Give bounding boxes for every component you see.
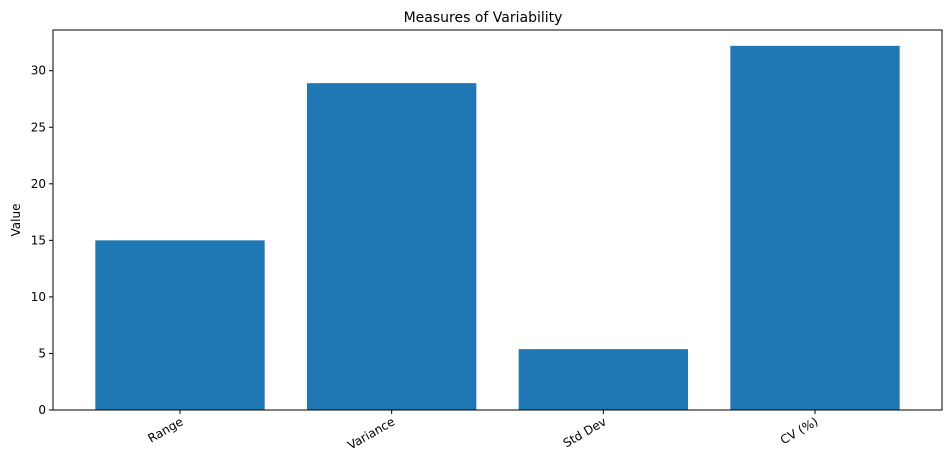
x-axis-ticks: Range Variance Std Dev CV (%) (146, 410, 821, 453)
bar-std-dev (518, 349, 688, 410)
y-axis-label: Value (9, 204, 23, 237)
y-axis-ticks: 0 5 10 15 20 25 30 (31, 64, 53, 417)
bars (95, 45, 900, 411)
plot-frame (52, 29, 943, 411)
y-tick-label: 30 (31, 64, 46, 78)
y-tick-label: 25 (31, 120, 46, 134)
x-tick-label: Variance (345, 414, 397, 452)
bar-range (95, 240, 265, 410)
chart-title: Measures of Variability (404, 10, 563, 26)
y-tick-label: 0 (38, 403, 46, 417)
y-tick-label: 5 (38, 346, 46, 360)
x-tick-label: Std Dev (561, 414, 609, 450)
y-tick-label: 15 (31, 233, 46, 247)
y-tick-label: 10 (31, 290, 46, 304)
y-tick-label: 20 (31, 177, 46, 191)
x-tick-label: Range (146, 414, 186, 445)
bar-variance (307, 83, 477, 411)
x-tick-label: CV (%) (778, 414, 821, 447)
bar-cv (730, 45, 900, 410)
